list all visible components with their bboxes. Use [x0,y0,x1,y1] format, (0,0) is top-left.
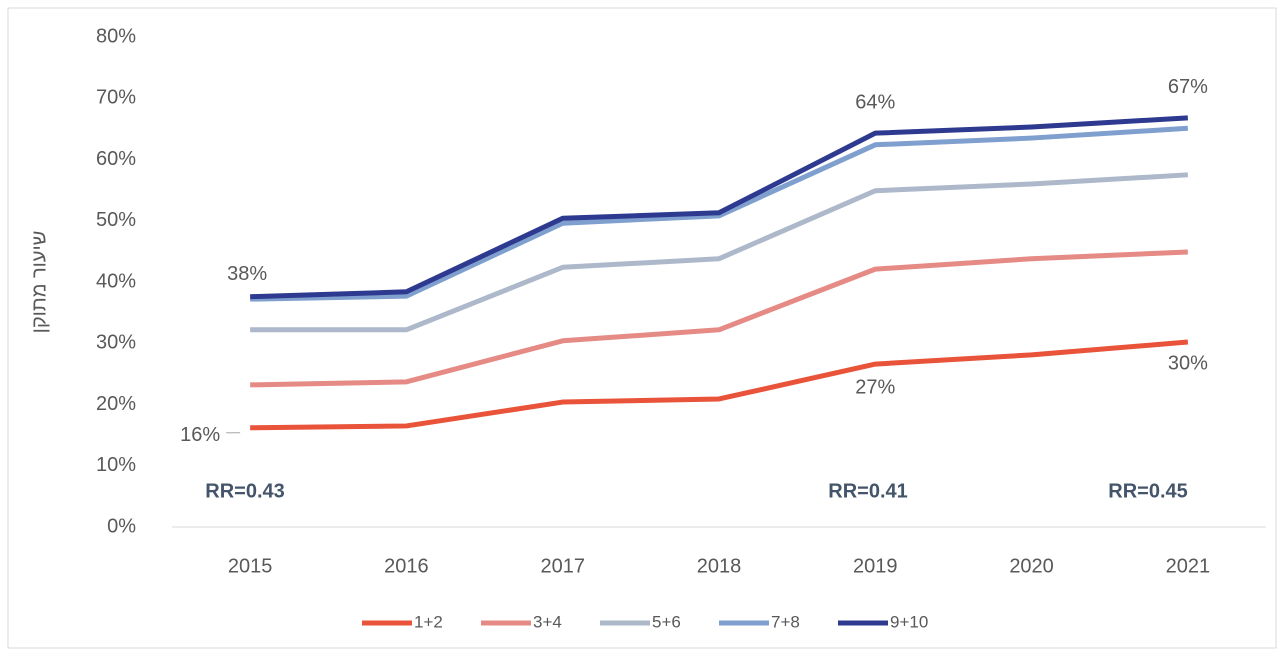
chart-border [7,7,1277,649]
data-label: 64% [855,91,895,113]
data-label: 67% [1168,76,1208,98]
y-tick-label: 60% [96,148,136,170]
y-axis-label: שיעור מתוקן [28,231,50,334]
series-line [250,125,1189,302]
series-line [250,172,1189,333]
data-label: 16% [180,424,220,446]
annotation: RR=0.43 [205,480,285,502]
series-line [250,339,1189,431]
y-tick-label: 80% [96,25,136,47]
x-tick-label: 2015 [228,555,273,577]
annotation: RR=0.45 [1108,480,1188,502]
x-tick-label: 2020 [1009,555,1054,577]
legend-label: 5+6 [652,612,681,631]
y-tick-label: 0% [107,515,136,537]
legend-label: 3+4 [533,612,562,631]
x-tick-label: 2017 [540,555,585,577]
series-line [250,249,1188,388]
legend-label: 7+8 [771,612,800,631]
y-tick-label: 70% [96,87,136,109]
y-tick-label: 40% [96,270,136,292]
x-tick-label: 2018 [697,555,742,577]
y-tick-label: 50% [96,209,136,231]
legend-label: 1+2 [414,612,443,631]
data-label: 38% [227,263,267,285]
annotation: RR=0.41 [828,480,908,502]
legend-label: 9+10 [890,612,928,631]
x-tick-label: 2021 [1166,555,1211,577]
series-line [250,115,1189,300]
x-tick-label: 2019 [853,555,898,577]
y-tick-label: 30% [96,332,136,354]
data-label: 30% [1168,352,1208,374]
data-label: 27% [855,376,895,398]
y-tick-label: 20% [96,393,136,415]
y-tick-label: 10% [96,454,136,476]
x-tick-label: 2016 [384,555,429,577]
